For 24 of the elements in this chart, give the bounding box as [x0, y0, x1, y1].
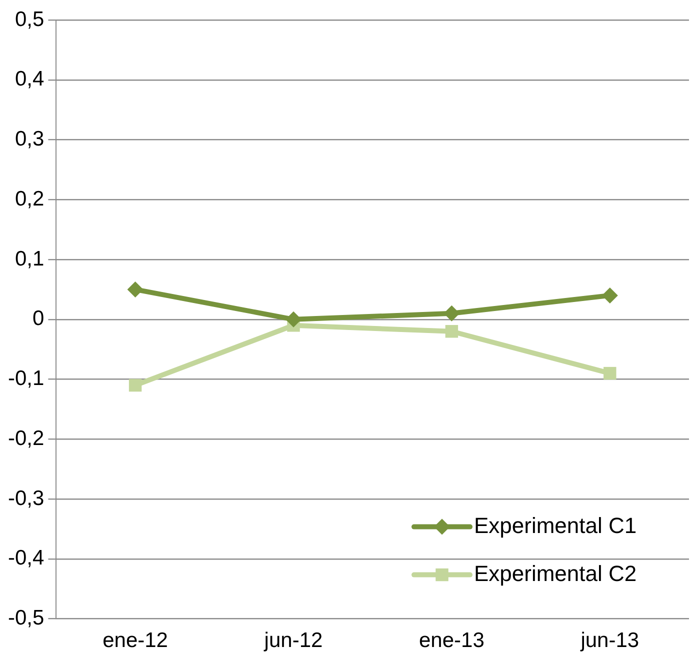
- y-tick-label: -0,2: [8, 426, 44, 450]
- x-tick-label: jun-12: [263, 629, 323, 652]
- y-tick-label: 0,4: [14, 68, 44, 91]
- x-tick-label: ene-13: [419, 629, 484, 652]
- point: [285, 311, 302, 328]
- point: [602, 287, 618, 304]
- y-tick-label: -0,3: [8, 486, 44, 510]
- x-tick-label: jun-13: [580, 629, 640, 652]
- x-tick-label: ene-12: [102, 629, 168, 652]
- y-tick-label: -0,5: [8, 606, 44, 630]
- legend-label: Experimental C2: [474, 560, 637, 586]
- y-tick-label: 0,5: [14, 8, 44, 31]
- point: [604, 366, 616, 380]
- point: [444, 305, 460, 322]
- point: [128, 378, 142, 392]
- legend-label: Experimental C1: [474, 512, 637, 538]
- y-tick-label: -0,4: [8, 546, 45, 570]
- y-tick-label: 0,3: [14, 128, 44, 151]
- point: [127, 281, 144, 298]
- y-tick-label: 0,1: [14, 247, 44, 270]
- y-tick-label: -0,1: [8, 367, 44, 390]
- y-tick-label: 0: [32, 307, 44, 330]
- point: [445, 325, 458, 338]
- y-tick-label: 0,2: [14, 187, 44, 210]
